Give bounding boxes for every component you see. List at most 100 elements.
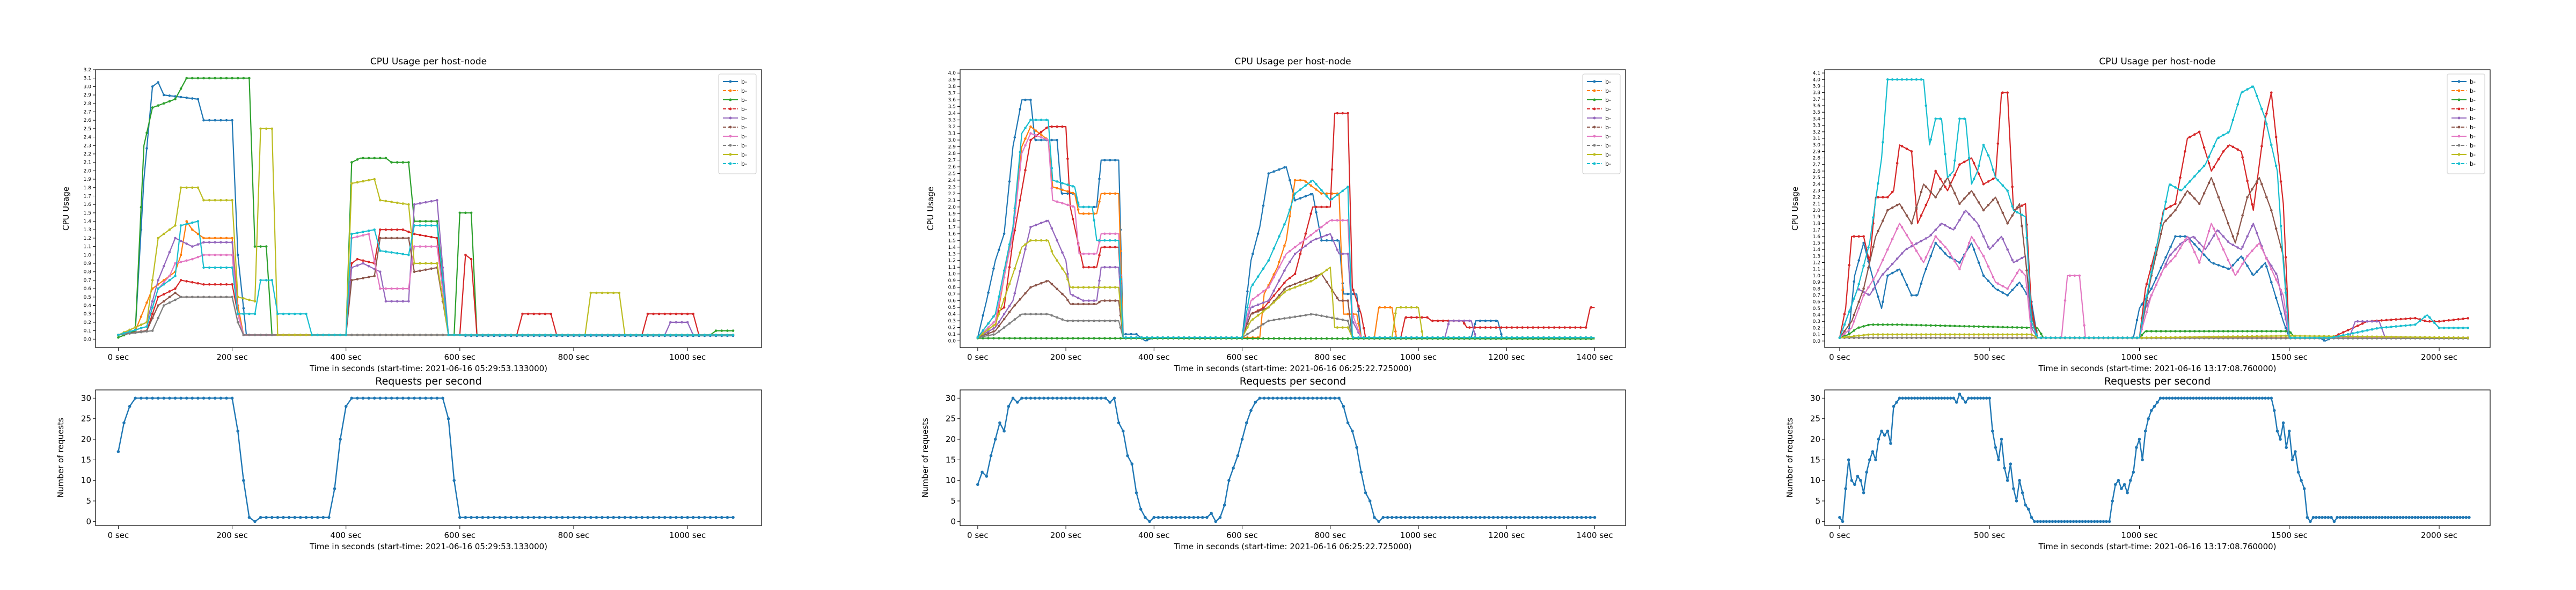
y-tick-label: 1.6 <box>1813 234 1821 240</box>
data-point <box>2202 246 2206 248</box>
data-point <box>2145 294 2148 297</box>
data-point <box>1886 78 1889 81</box>
data-point <box>2284 337 2287 340</box>
data-point <box>1056 125 1058 128</box>
data-point <box>2039 520 2042 523</box>
data-point <box>1198 336 1201 339</box>
data-point <box>2207 259 2211 262</box>
data-point <box>1029 119 1032 121</box>
data-point <box>196 77 200 79</box>
x-tick-label: 2000 sec <box>2421 352 2457 362</box>
data-point <box>1848 264 1851 267</box>
data-point <box>2025 236 2028 239</box>
data-point <box>362 234 364 237</box>
data-point <box>2395 318 2397 321</box>
legend-marker <box>729 80 732 83</box>
data-point <box>1882 273 1884 276</box>
data-point <box>208 283 211 286</box>
x-tick-label: 200 sec <box>216 352 248 362</box>
data-point <box>2209 396 2213 400</box>
data-point <box>163 300 165 303</box>
data-point <box>1077 286 1080 289</box>
y-tick-label: 1.8 <box>948 218 956 224</box>
legend-label: b- <box>741 115 747 122</box>
data-point <box>2270 268 2273 271</box>
data-point <box>367 179 370 182</box>
data-point <box>1103 286 1106 289</box>
data-point <box>407 230 410 233</box>
y-tick-label: 1.0 <box>1813 274 1821 279</box>
x-tick-label: 1500 sec <box>2271 352 2308 362</box>
data-point <box>2138 438 2141 441</box>
data-point <box>2353 515 2357 519</box>
data-point <box>1124 333 1128 336</box>
data-point <box>1939 247 1942 250</box>
data-point <box>2160 336 2162 339</box>
data-point <box>1179 515 1182 519</box>
data-point <box>424 334 427 336</box>
data-point <box>2279 289 2282 291</box>
data-point <box>1574 326 1577 329</box>
data-point <box>1944 152 1946 156</box>
data-point <box>396 228 399 231</box>
data-point <box>2164 219 2167 222</box>
data-point <box>2270 209 2273 212</box>
data-point <box>419 233 421 237</box>
data-point <box>1458 336 1460 339</box>
data-point <box>2201 396 2204 400</box>
data-point <box>1479 336 1482 339</box>
y-tick-label: 3.1 <box>84 76 91 82</box>
series-line <box>118 397 733 522</box>
data-point <box>2380 319 2383 322</box>
data-point <box>2284 334 2287 337</box>
data-point <box>140 323 143 326</box>
data-point <box>407 396 411 400</box>
data-point <box>384 300 387 303</box>
data-point <box>2001 238 2004 241</box>
legend-label: b- <box>1605 115 1611 122</box>
data-point <box>1061 337 1064 340</box>
data-point <box>2192 396 2195 400</box>
data-point <box>2202 164 2206 167</box>
data-point <box>1223 503 1226 507</box>
data-point <box>550 334 552 336</box>
data-point <box>1040 138 1043 142</box>
data-point <box>1019 199 1021 202</box>
data-point <box>998 330 1000 333</box>
data-point <box>356 158 359 161</box>
data-point <box>1232 466 1235 470</box>
data-point <box>1276 396 1279 400</box>
data-point <box>2442 320 2446 322</box>
data-point <box>987 291 990 294</box>
data-point <box>1431 319 1434 322</box>
data-point <box>1325 195 1328 198</box>
data-point <box>982 329 984 332</box>
y-axis-label: Number of requests <box>56 418 65 498</box>
data-point <box>1958 117 1961 120</box>
data-point <box>1939 240 1942 243</box>
legend-label: b- <box>2470 106 2476 113</box>
data-point <box>976 336 979 339</box>
data-point <box>225 199 228 202</box>
data-point <box>2227 335 2230 338</box>
data-point <box>1891 206 1894 209</box>
data-point <box>669 334 672 336</box>
data-point <box>589 291 592 294</box>
data-point <box>1421 336 1423 339</box>
data-point <box>1389 336 1392 339</box>
x-axis-label: Time in seconds (start-time: 2021-06-16 … <box>309 364 547 373</box>
legend-marker <box>1593 126 1596 129</box>
data-point <box>1862 294 1865 297</box>
data-point <box>202 237 205 240</box>
data-point <box>2054 520 2057 523</box>
data-point <box>253 300 257 303</box>
data-point <box>1278 235 1280 238</box>
data-point <box>2241 156 2244 159</box>
data-point <box>2256 180 2258 183</box>
data-point <box>1040 130 1043 134</box>
data-point <box>1891 271 1894 275</box>
data-point <box>288 334 290 336</box>
data-point <box>2361 322 2364 325</box>
data-point <box>1953 324 1956 328</box>
